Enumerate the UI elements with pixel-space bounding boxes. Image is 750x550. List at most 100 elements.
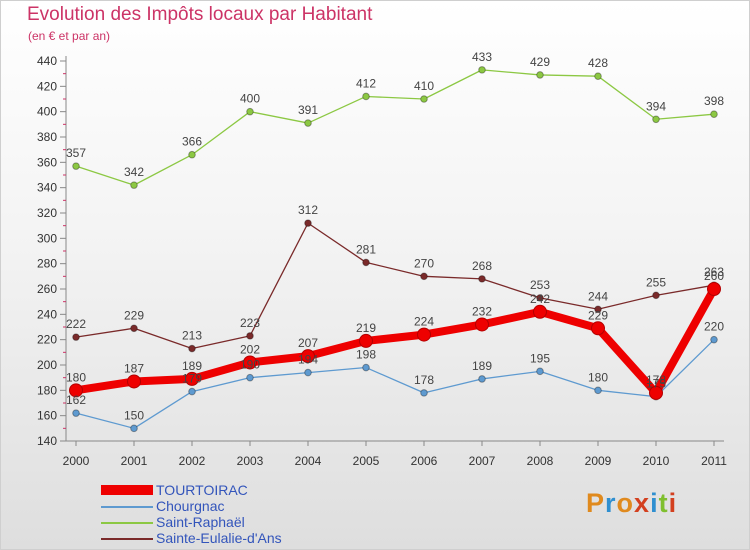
data-label-chourgnac: 178: [414, 373, 434, 387]
proxiti-logo: Proxiti: [586, 488, 678, 518]
series-point-tourtoirac: [243, 355, 257, 370]
x-tick-label: 2011: [701, 454, 727, 468]
series-point-chourgnac: [72, 409, 80, 417]
series-line-sainte_eulalie: [75, 222, 715, 350]
data-label-tourtoirac: 178: [646, 373, 666, 387]
y-tick-label: 220: [37, 333, 57, 347]
series-point-saint_raphael: [246, 107, 254, 116]
series-point-chourgnac: [536, 367, 544, 376]
data-label-sainte_eulalie: 281: [356, 242, 376, 256]
data-label-chourgnac: 150: [124, 408, 144, 422]
legend-label-saint-raphael: Saint-Raphaël: [156, 514, 245, 530]
data-label-saint_raphael: 433: [472, 50, 492, 64]
series-point-chourgnac: [478, 375, 486, 383]
series-line-saint_raphael: [75, 69, 715, 186]
y-tick-label: 140: [37, 434, 57, 448]
data-label-saint_raphael: 391: [298, 103, 318, 117]
x-tick-label: 2006: [411, 454, 438, 468]
data-label-chourgnac: 198: [356, 348, 376, 362]
series-point-tourtoirac: [69, 383, 83, 398]
series-point-tourtoirac: [185, 371, 199, 386]
data-label-tourtoirac: 187: [124, 361, 144, 375]
y-tick-label: 260: [37, 282, 57, 296]
data-label-chourgnac: 220: [704, 320, 724, 334]
data-label-tourtoirac: 242: [530, 292, 550, 306]
data-label-saint_raphael: 398: [704, 94, 724, 108]
series-point-saint_raphael: [130, 181, 138, 189]
series-point-tourtoirac: [301, 349, 315, 364]
axes: 140 160 180 200 220 240 260 280 300 320 340 360 380 4…: [37, 54, 727, 468]
x-tick-label: 2005: [353, 454, 380, 468]
series-point-sainte_eulalie: [594, 305, 602, 314]
series-point-saint_raphael: [188, 150, 196, 159]
data-label-tourtoirac: 180: [66, 370, 86, 384]
legend-label-chourgnac: Chourgnac: [156, 498, 225, 514]
legend-swatch-chourgnac: [101, 506, 153, 508]
series-point-tourtoirac: [417, 327, 431, 342]
y-tick-label: 380: [37, 130, 57, 144]
data-label-tourtoirac: 224: [414, 315, 434, 329]
data-label-tourtoirac: 189: [182, 359, 202, 373]
data-label-saint_raphael: 400: [240, 92, 260, 106]
series-point-sainte_eulalie: [420, 272, 428, 281]
series-line-chourgnac: [75, 339, 715, 429]
y-tick-label: 180: [37, 383, 57, 397]
y-tick-label: 320: [37, 206, 57, 220]
y-tick-label: 280: [37, 257, 57, 271]
x-tick-label: 2002: [179, 454, 206, 468]
series-point-sainte_eulalie: [304, 219, 312, 227]
series-point-saint_raphael: [478, 66, 486, 74]
legend-swatch-saint-raphael: [101, 522, 153, 524]
series-point-tourtoirac: [707, 282, 721, 296]
data-label-sainte_eulalie: 270: [414, 256, 434, 270]
y-tick-label: 240: [37, 307, 57, 321]
data-label-chourgnac: 195: [530, 351, 550, 365]
data-label-tourtoirac: 219: [356, 321, 376, 335]
data-label-tourtoirac: 207: [298, 336, 318, 350]
data-label-chourgnac: 190: [240, 358, 260, 372]
y-tick-label: 440: [37, 54, 57, 68]
series-line-tourtoirac: [72, 285, 718, 397]
series-point-saint_raphael: [72, 162, 80, 170]
data-label-sainte_eulalie: 268: [472, 259, 492, 273]
data-label-tourtoirac: 229: [588, 308, 608, 322]
data-label-tourtoirac: 260: [704, 269, 724, 283]
y-tick-label: 160: [37, 409, 57, 423]
data-label-sainte_eulalie: 255: [646, 275, 666, 289]
series-point-sainte_eulalie: [478, 275, 486, 283]
y-tick-label: 340: [37, 181, 57, 195]
series-point-chourgnac: [130, 424, 138, 433]
series-point-chourgnac: [246, 373, 254, 382]
series-point-sainte_eulalie: [652, 291, 660, 300]
series-point-saint_raphael: [536, 71, 544, 79]
series-point-saint_raphael: [594, 72, 602, 80]
legend-label-tourtoirac: TOURTOIRAC: [156, 482, 248, 498]
x-tick-label: 2000: [63, 454, 90, 468]
data-label-sainte_eulalie: 223: [240, 316, 260, 330]
data-label-chourgnac: 180: [588, 370, 608, 384]
data-label-chourgnac: 175: [646, 377, 666, 391]
y-tick-label: 300: [37, 231, 57, 245]
series-point-tourtoirac: [127, 374, 141, 389]
data-label-sainte_eulalie: 244: [588, 289, 608, 303]
legend-swatch-sainte-eulalie: [101, 538, 153, 540]
series-point-sainte_eulalie: [536, 294, 544, 302]
data-label-saint_raphael: 366: [182, 135, 202, 149]
x-tick-label: 2001: [121, 454, 148, 468]
y-tick-label: 400: [37, 105, 57, 119]
data-label-saint_raphael: 429: [530, 55, 550, 69]
data-label-saint_raphael: 412: [356, 76, 376, 90]
data-label-saint_raphael: 410: [414, 79, 434, 93]
series-layer: [69, 66, 721, 433]
series-point-tourtoirac: [533, 304, 547, 319]
data-label-chourgnac: 162: [66, 393, 86, 407]
series-point-saint_raphael: [652, 115, 660, 124]
series-point-chourgnac: [304, 368, 312, 377]
series-point-saint_raphael: [710, 110, 718, 118]
legend-label-sainte-eulalie: Sainte-Eulalie-d'Ans: [156, 530, 282, 546]
series-point-chourgnac: [188, 387, 196, 396]
data-label-sainte_eulalie: 222: [66, 317, 86, 331]
legend-swatch-tourtoirac: [101, 485, 153, 495]
x-tick-label: 2003: [237, 454, 264, 468]
